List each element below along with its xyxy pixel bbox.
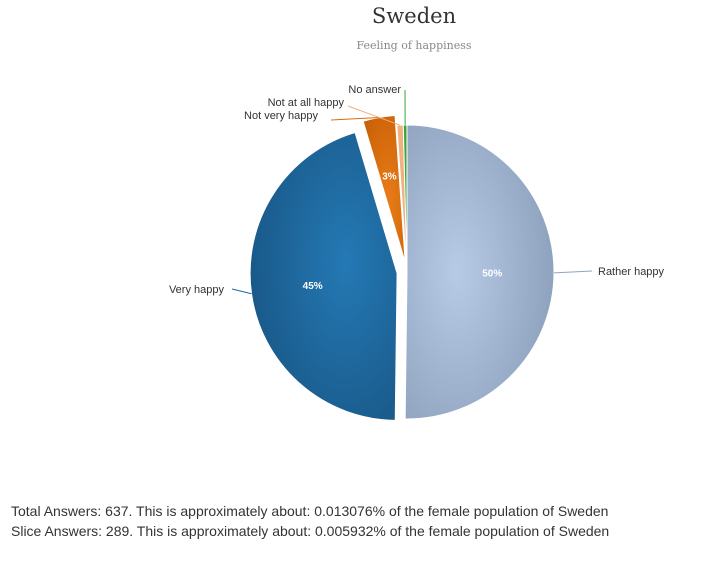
chart-title: Sweden bbox=[371, 4, 457, 28]
slice-value-label-rather-happy: 50% bbox=[482, 269, 502, 280]
answer-stats: Total Answers: 637. This is approximatel… bbox=[11, 501, 609, 541]
category-label-very-happy: Very happy bbox=[169, 284, 225, 296]
category-label-no-answer: No answer bbox=[348, 84, 401, 96]
connector-line-very-happy bbox=[231, 288, 252, 295]
pie-chart: Sweden Feeling of happiness 50% Rather ha… bbox=[169, 4, 665, 421]
pie-slice-rather-happy[interactable] bbox=[404, 124, 555, 420]
total-answers-text: Total Answers: 637. This is approximatel… bbox=[11, 503, 609, 519]
slice-answers-text: Slice Answers: 289. This is approximatel… bbox=[11, 523, 610, 539]
pie-chart-canvas: 50% Rather happy 45% Very happy 3% Not very h… bbox=[169, 84, 665, 421]
connector-line-rather-happy bbox=[553, 270, 593, 274]
connector-line-not-very-happy bbox=[330, 117, 379, 121]
slice-value-label-very-happy: 45% bbox=[303, 281, 323, 292]
category-label-not-very-happy: Not very happy bbox=[244, 110, 318, 122]
category-label-not-at-all-happy: Not at all happy bbox=[268, 97, 345, 109]
chart-subtitle: Feeling of happiness bbox=[356, 39, 472, 52]
pie-slice-no-answer[interactable] bbox=[402, 124, 408, 273]
slice-value-label-not-very-happy: 3% bbox=[382, 171, 397, 182]
connector-line-not-at-all-happy bbox=[347, 105, 401, 126]
category-label-rather-happy: Rather happy bbox=[598, 266, 665, 278]
pie-slice-very-happy[interactable] bbox=[249, 131, 398, 421]
